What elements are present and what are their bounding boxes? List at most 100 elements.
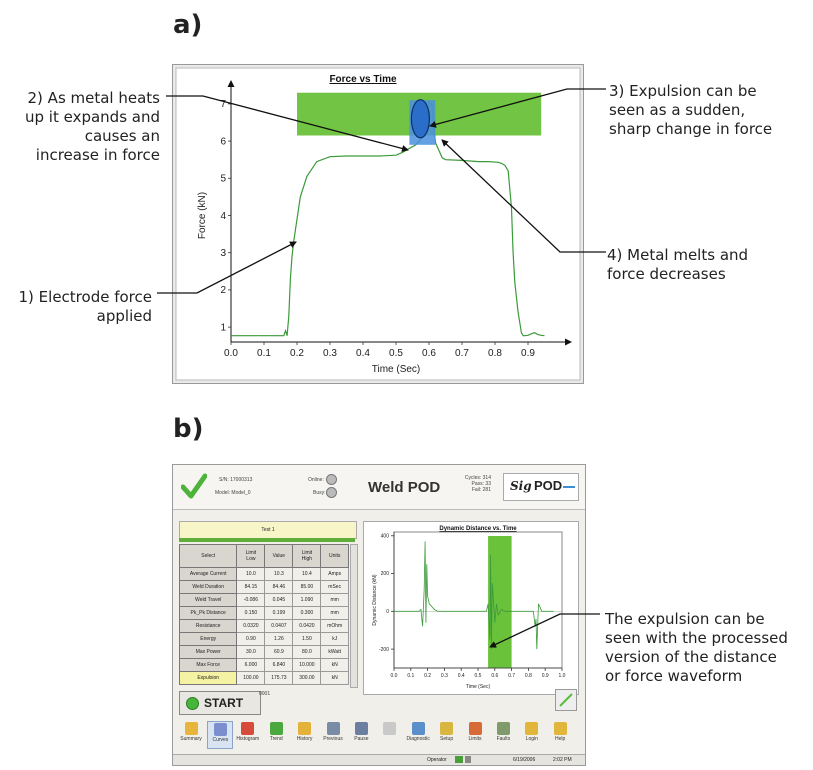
- row-select-button[interactable]: Pk_Pk Distance: [178, 606, 238, 620]
- table-row[interactable]: Max Force 6.000 6.840 10.000 kN: [178, 658, 349, 672]
- x-tick-label: 0.4: [356, 348, 370, 359]
- sn-value: 17000313: [230, 477, 253, 483]
- y-tick-label: 7: [220, 99, 226, 110]
- table-cell: 60.9: [264, 645, 294, 659]
- row-select-button[interactable]: Resistance: [178, 619, 238, 633]
- table-cell: 10.3: [264, 567, 294, 581]
- toolbar-button-summary[interactable]: Summary: [179, 721, 203, 747]
- toolbar-button-pause[interactable]: Pause: [349, 721, 373, 747]
- edit-button[interactable]: [555, 689, 577, 711]
- x-tick-label: 0.7: [455, 348, 469, 359]
- toolbar-label: Help: [555, 736, 566, 742]
- table-row[interactable]: Max Power 30.0 60.9 80.0 kWatt: [178, 645, 349, 659]
- toolbar-button-login[interactable]: Login: [520, 721, 544, 747]
- toolbar-label: History: [296, 736, 313, 742]
- y-tick-label: 400: [381, 533, 390, 539]
- toolbar-button-curves[interactable]: Curves: [207, 721, 234, 749]
- table-cell: Amps: [320, 567, 349, 581]
- table-row[interactable]: Average Current 10.0 10.3 10.4 Amps: [178, 567, 349, 581]
- y-tick-label: 200: [381, 571, 390, 577]
- table-cell: 0.0320: [236, 619, 266, 633]
- model-label: Model:: [215, 490, 231, 496]
- status-time: 2:02 PM: [553, 757, 572, 763]
- toolbar-button-histogram[interactable]: Histogram: [236, 721, 260, 747]
- curves-icon: [213, 723, 227, 736]
- table-cell: kN: [320, 671, 349, 685]
- toolbar-button-history[interactable]: History: [293, 721, 317, 747]
- toolbar-button-trend[interactable]: Trend: [264, 721, 288, 747]
- sn-label: S/N:: [219, 477, 229, 483]
- distance-chart: 0.0 0.1 0.2 0.3 0.4 0.5 0.6 0.7 0.8 0.9 1.0 400 200 0…: [372, 526, 566, 690]
- table-row[interactable]: Pk_Pk Distance 0.150 0.199 0.300 mm: [178, 606, 349, 620]
- row-select-button[interactable]: Energy: [178, 632, 238, 646]
- table-cell: 30.0: [236, 645, 266, 659]
- y-tick-label: 6: [220, 136, 226, 147]
- y-axis-label: Dynamic Distance (kN): [372, 574, 378, 625]
- busy-indicator: [326, 487, 337, 498]
- row-select-button[interactable]: Max Force: [178, 658, 238, 672]
- help-icon: [553, 722, 567, 735]
- table-row[interactable]: Weld Duration 84.15 84.46 85.00 mSec: [178, 580, 349, 594]
- x-tick-label: 0.6: [422, 348, 436, 359]
- trend-icon: [269, 722, 283, 735]
- force-chart: 0.0 0.1 0.2 0.3 0.4 0.5 0.6 0.7 0.8 0.9 1 2 3 4 5 6 7 For…: [175, 67, 581, 381]
- x-tick-label: 0.5: [475, 673, 482, 679]
- row-select-button[interactable]: Expulsion: [178, 671, 238, 685]
- row-select-button[interactable]: Average Current: [178, 567, 238, 581]
- toolbar-label: Faults: [496, 736, 511, 742]
- histogram-icon: [241, 722, 255, 735]
- history-icon: [298, 722, 312, 735]
- table-scrollbar[interactable]: [350, 544, 358, 688]
- toolbar-button-faults[interactable]: Faults: [491, 721, 515, 747]
- row-select-button[interactable]: Weld Duration: [178, 580, 238, 594]
- table-row[interactable]: Resistance 0.0320 0.0407 0.0420 mOhm: [178, 619, 349, 633]
- toolbar-button-setup[interactable]: Setup: [435, 721, 459, 747]
- distance-chart-frame: 0.0 0.1 0.2 0.3 0.4 0.5 0.6 0.7 0.8 0.9 1.0 400 200 0…: [363, 521, 579, 695]
- toolbar-button-next[interactable]: [378, 721, 402, 747]
- previous-icon: [326, 722, 340, 735]
- table-cell: 6.000: [236, 658, 266, 672]
- test-name-field[interactable]: Test 1: [179, 521, 357, 539]
- y-tick-label: -200: [379, 647, 389, 653]
- toolbar-label: Pause: [354, 736, 369, 742]
- annotation-expulsion: 3) Expulsion can be seen as a sudden, sh…: [609, 82, 773, 138]
- cycle-counter: 0001: [259, 691, 271, 697]
- toolbar-label: Limits: [468, 736, 482, 742]
- toolbar-button-diagnostic[interactable]: Diagnostic: [406, 721, 430, 747]
- status-bar: Operator 6/19/2006 2:02 PM: [173, 754, 585, 765]
- limits-icon: [468, 722, 482, 735]
- online-label: Online:: [308, 477, 324, 483]
- y-tick-label: 3: [220, 248, 226, 259]
- toolbar-button-help[interactable]: Help: [548, 721, 572, 747]
- start-indicator-icon: [186, 697, 199, 710]
- x-tick-label: 0.1: [257, 348, 271, 359]
- table-cell: 0.199: [264, 606, 294, 620]
- row-select-button[interactable]: Max Power: [178, 645, 238, 659]
- table-cell: 175.73: [264, 671, 294, 685]
- table-cell: 85.00: [292, 580, 322, 594]
- table-cell: kWatt: [320, 645, 349, 659]
- table-cell: mm: [320, 606, 349, 620]
- panel-label-b: b): [173, 414, 204, 444]
- cycles-count: Cycles: 314: [464, 475, 491, 481]
- x-tick-label: 0.6: [491, 673, 498, 679]
- table-cell: 6.840: [264, 658, 294, 672]
- toolbar-label: Summary: [180, 736, 202, 742]
- table-row[interactable]: Weld Travel -0.086 0.045 1.090 mm: [178, 593, 349, 607]
- toolbar-button-previous[interactable]: Previous: [321, 721, 345, 747]
- table-cell: mOhm: [320, 619, 349, 633]
- table-row[interactable]: Expulsion 100.00 175.73 300.00 kN: [178, 671, 349, 685]
- table-cell: 0.0407: [264, 619, 294, 633]
- model-value: Model_0: [231, 490, 251, 496]
- annotation-metal-melts: 4) Metal melts and force decreases: [607, 246, 749, 283]
- x-tick-label: 0.2: [290, 348, 304, 359]
- table-row[interactable]: Energy 0.90 1.26 1.50 kJ: [178, 632, 349, 646]
- toolbar-button-limits[interactable]: Limits: [463, 721, 487, 747]
- table-header-cell: Limit Low: [236, 544, 266, 568]
- table-cell: 84.46: [264, 580, 294, 594]
- start-label: START: [204, 696, 244, 710]
- annotation-electrode-force: 1) Electrode force applied: [18, 288, 152, 325]
- start-button[interactable]: START: [179, 691, 261, 715]
- row-select-button[interactable]: Weld Travel: [178, 593, 238, 607]
- table-cell: 10.4: [292, 567, 322, 581]
